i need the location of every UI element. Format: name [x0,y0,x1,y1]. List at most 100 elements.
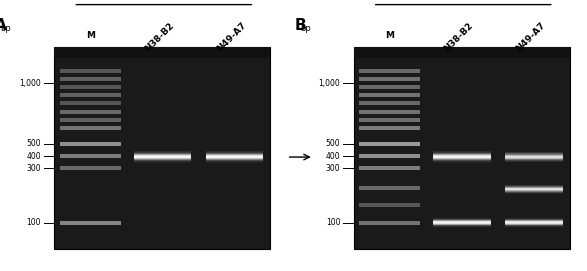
Text: B: B [295,18,306,34]
FancyBboxPatch shape [60,221,121,225]
FancyBboxPatch shape [433,162,491,163]
FancyBboxPatch shape [60,109,121,114]
FancyBboxPatch shape [433,221,491,222]
FancyBboxPatch shape [505,192,563,193]
FancyBboxPatch shape [433,153,491,154]
FancyBboxPatch shape [359,166,420,170]
FancyBboxPatch shape [359,77,420,81]
FancyBboxPatch shape [359,85,420,89]
FancyBboxPatch shape [60,77,121,81]
Text: 1,000: 1,000 [319,79,340,88]
FancyBboxPatch shape [505,223,563,224]
FancyBboxPatch shape [505,152,563,153]
FancyBboxPatch shape [505,191,563,192]
FancyBboxPatch shape [433,158,491,159]
FancyBboxPatch shape [359,101,420,105]
FancyBboxPatch shape [60,101,121,105]
FancyBboxPatch shape [433,222,491,223]
Text: 500: 500 [26,139,41,149]
FancyBboxPatch shape [134,151,191,152]
Text: 500: 500 [326,139,340,149]
FancyBboxPatch shape [134,160,191,161]
FancyBboxPatch shape [134,156,191,157]
FancyBboxPatch shape [134,158,191,159]
FancyBboxPatch shape [505,155,563,156]
FancyBboxPatch shape [359,69,420,73]
FancyBboxPatch shape [359,202,420,207]
FancyBboxPatch shape [359,186,420,191]
FancyBboxPatch shape [205,153,264,154]
FancyBboxPatch shape [505,187,563,188]
FancyBboxPatch shape [359,109,420,114]
Text: bp: bp [1,24,11,34]
FancyBboxPatch shape [505,158,563,159]
Text: 100: 100 [326,218,340,227]
FancyBboxPatch shape [433,220,491,221]
FancyBboxPatch shape [354,47,570,58]
FancyBboxPatch shape [205,162,264,163]
FancyBboxPatch shape [433,219,491,220]
FancyBboxPatch shape [205,160,264,161]
FancyBboxPatch shape [505,186,563,187]
Text: A: A [0,18,7,34]
FancyBboxPatch shape [205,154,264,155]
FancyBboxPatch shape [505,225,563,226]
FancyBboxPatch shape [134,153,191,154]
FancyBboxPatch shape [205,156,264,157]
FancyBboxPatch shape [433,160,491,161]
FancyBboxPatch shape [505,154,563,155]
FancyBboxPatch shape [359,118,420,122]
FancyBboxPatch shape [505,220,563,221]
FancyBboxPatch shape [505,188,563,189]
Text: N38-B2: N38-B2 [443,21,475,53]
FancyBboxPatch shape [359,221,420,225]
FancyBboxPatch shape [505,226,563,227]
FancyBboxPatch shape [60,126,121,130]
FancyBboxPatch shape [60,154,121,158]
FancyBboxPatch shape [205,151,264,152]
Text: N49-A7: N49-A7 [215,21,248,53]
FancyBboxPatch shape [433,154,491,155]
FancyBboxPatch shape [359,126,420,130]
FancyBboxPatch shape [359,154,420,158]
FancyBboxPatch shape [505,157,563,158]
FancyBboxPatch shape [433,225,491,226]
FancyBboxPatch shape [433,224,491,225]
Text: N38-B2: N38-B2 [143,21,176,53]
FancyBboxPatch shape [205,155,264,156]
FancyBboxPatch shape [134,152,191,153]
FancyBboxPatch shape [433,218,491,219]
FancyBboxPatch shape [505,159,563,160]
FancyBboxPatch shape [433,223,491,224]
FancyBboxPatch shape [505,219,563,220]
FancyBboxPatch shape [205,158,264,159]
Text: bp: bp [300,24,311,34]
FancyBboxPatch shape [205,161,264,162]
FancyBboxPatch shape [505,161,563,162]
FancyBboxPatch shape [60,93,121,97]
FancyBboxPatch shape [505,153,563,154]
FancyBboxPatch shape [60,85,121,89]
FancyBboxPatch shape [60,142,121,146]
Text: 400: 400 [326,151,340,160]
FancyBboxPatch shape [505,185,563,186]
FancyBboxPatch shape [60,166,121,170]
Text: 100: 100 [26,218,41,227]
FancyBboxPatch shape [359,93,420,97]
Text: 1,000: 1,000 [19,79,41,88]
Text: 400: 400 [26,151,41,160]
FancyBboxPatch shape [60,118,121,122]
FancyBboxPatch shape [134,159,191,160]
FancyBboxPatch shape [505,224,563,225]
FancyBboxPatch shape [505,218,563,219]
FancyBboxPatch shape [433,157,491,158]
FancyBboxPatch shape [134,154,191,155]
FancyBboxPatch shape [433,156,491,157]
FancyBboxPatch shape [505,190,563,191]
FancyBboxPatch shape [433,159,491,160]
FancyBboxPatch shape [134,157,191,158]
FancyBboxPatch shape [205,152,264,153]
FancyBboxPatch shape [134,161,191,162]
FancyBboxPatch shape [359,142,420,146]
FancyBboxPatch shape [433,151,491,152]
